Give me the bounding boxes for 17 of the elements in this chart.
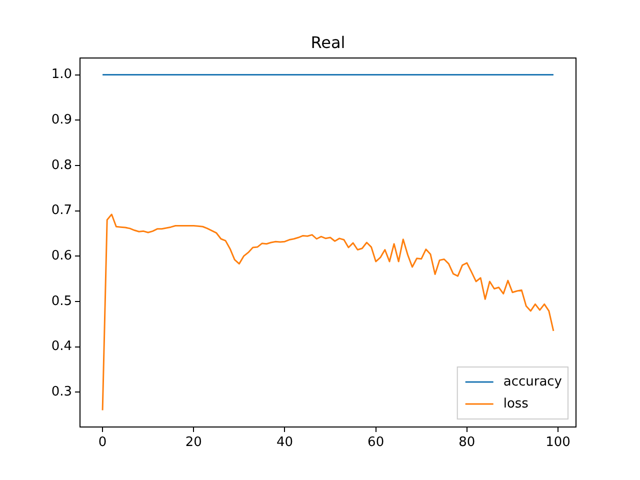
x-tick-label: 0 [98,435,107,450]
y-tick-label: 0.4 [51,339,72,354]
x-tick-label: 100 [546,435,570,450]
y-tick-label: 0.8 [51,158,72,173]
y-tick-label: 0.9 [51,112,72,128]
y-tick-label: 0.6 [51,248,72,264]
chart-title: Real [310,33,346,52]
x-tick-label: 20 [185,435,202,450]
y-tick-label: 1.0 [51,67,72,82]
x-tick-label: 40 [276,435,294,450]
y-tick-label: 0.3 [51,384,72,400]
y-tick-label: 0.7 [51,203,72,218]
legend-label: loss [503,396,529,412]
legend-label: accuracy [503,374,562,390]
x-tick-label: 60 [368,435,384,450]
y-tick-label: 0.5 [51,294,72,309]
x-tick-label: 80 [458,435,476,450]
